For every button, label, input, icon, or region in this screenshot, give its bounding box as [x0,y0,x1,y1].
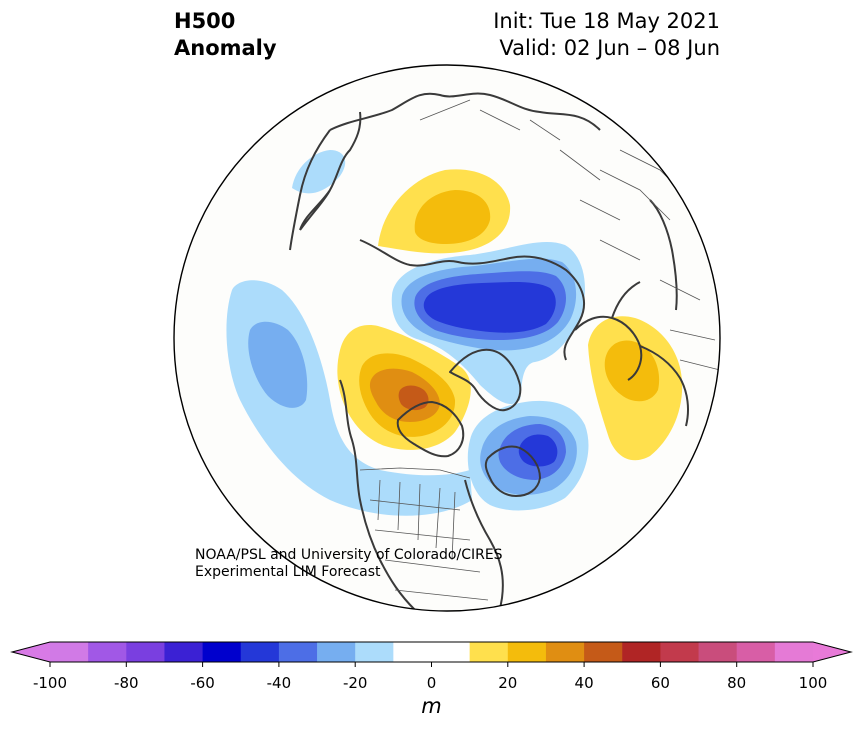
coast-asia-east [289,129,331,251]
colorbar-bin [355,642,394,662]
colorbar-bin [584,642,623,662]
colorbar-bin [469,642,509,662]
border-states-1 [377,479,456,561]
neg-anomaly-atlantic-core [518,434,558,467]
colorbar-bin [126,642,165,662]
colorbar: -100 -80 -60 -40 -20 0 20 40 60 80 100 [10,641,853,692]
colorbar-tick-label: 0 [427,674,437,692]
credit-line-1: NOAA/PSL and University of Colorado/CIRE… [195,547,503,563]
colorbar-tick-label: -40 [267,674,292,692]
coast-europe [639,199,689,427]
coast-arctic-canada [449,348,522,412]
credit-text: NOAA/PSL and University of Colorado/CIRE… [195,547,503,581]
coast-kamchatka [299,111,362,231]
border-asia-1 [419,99,561,141]
coast-north-america-west [339,379,416,611]
colorbar-bin [202,642,242,662]
map-title-dates: Init: Tue 18 May 2021 Valid: 02 Jun – 08… [493,8,720,62]
coast-greenland [484,445,541,497]
colorbar-bin [774,642,814,662]
border-europe-2 [659,279,720,371]
colorbar-tick-label: 80 [727,674,746,692]
neg-anomaly-pacific-inner [248,321,308,408]
coastlines [289,92,689,611]
colorbar-bins [50,642,814,662]
border-us-canada [359,467,471,479]
pos-anomaly-siberia-core [414,190,491,244]
colorbar-bin [393,642,432,662]
colorbar-extend-under [12,642,50,662]
colorbar-bin [622,642,661,662]
colorbar-bin [240,642,280,662]
colorbar-tick-label: -20 [343,674,368,692]
valid-range: Valid: 02 Jun – 08 Jun [499,36,720,60]
colorbar-tick-label: 20 [498,674,517,692]
anomaly-fill [226,150,683,516]
init-date: Init: Tue 18 May 2021 [493,9,720,33]
colorbar-ticks: -100 -80 -60 -40 -20 0 20 40 60 80 100 [33,662,827,692]
colorbar-bin [278,642,318,662]
colorbar-tick-label: 60 [651,674,670,692]
coast-hudson-bay [396,401,465,458]
title-line-1: H500 [174,9,236,33]
colorbar-bin [545,642,585,662]
neg-anomaly-siberia-core [423,282,556,333]
polar-map [173,64,721,612]
colorbar-unit-label: m [421,694,442,718]
colorbar-tick-label: -80 [114,674,139,692]
colorbar-bin [507,642,547,662]
coast-siberia-east [329,92,601,131]
borders [359,99,720,601]
colorbar-bin [660,642,700,662]
colorbar-bin [50,642,89,662]
colorbar-bin [431,642,471,662]
globe-outline [173,64,721,612]
colorbar-bin [736,642,776,662]
border-asia-2 [559,149,641,261]
colorbar-bin [317,642,356,662]
colorbar-tick-label: 100 [799,674,828,692]
map-title-variable: H500 Anomaly [174,8,277,62]
colorbar-tick-label: -100 [33,674,67,692]
coast-scandinavia [574,281,643,381]
colorbar-bin [164,642,204,662]
neg-anomaly-kamchatka [292,150,346,194]
pos-anomaly-europe-core [604,340,660,402]
credit-line-2: Experimental LIM Forecast [195,564,381,580]
coast-siberia-north [359,239,585,361]
colorbar-extend-over [813,642,851,662]
colorbar-bin [88,642,127,662]
colorbar-tick-label: 40 [575,674,594,692]
coast-north-america-east [464,479,504,611]
colorbar-tick-label: -60 [190,674,215,692]
colorbar-bin [698,642,738,662]
border-states-2 [369,499,489,601]
title-line-2: Anomaly [174,36,277,60]
